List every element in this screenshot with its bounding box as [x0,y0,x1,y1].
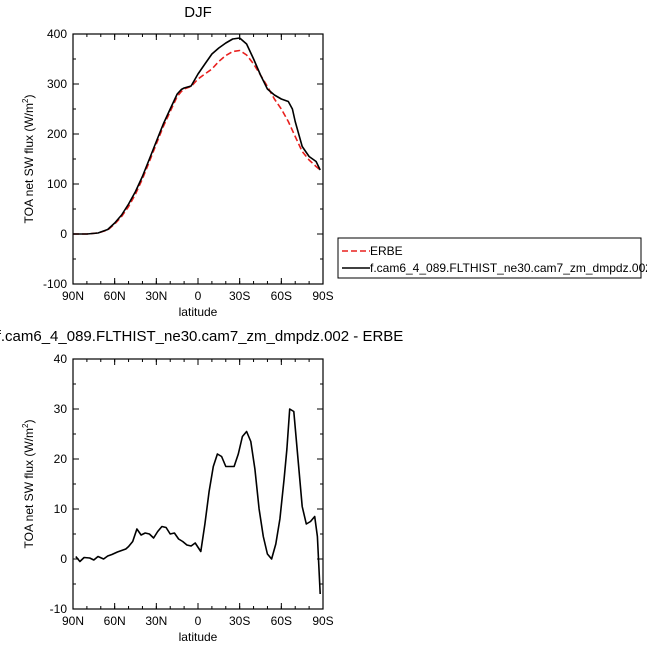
x-axis-label: latitude [179,305,218,319]
legend-entry: ERBE [370,244,403,258]
y-tick-label: 10 [54,502,68,516]
x-tick-label: 30S [229,289,250,303]
series-line-f-cam6-4-089-flthist-ne30-cam7-zm-dmpdz-002 [73,37,321,235]
x-tick-label: 30N [145,614,167,628]
plot-frame [72,33,324,285]
y-tick-label: 0 [60,227,67,241]
x-tick-label: 90S [312,614,333,628]
y-tick-label: -100 [43,277,67,291]
x-tick-label: 90N [62,289,84,303]
legend-box [337,237,642,279]
chart-title: f.cam6_4_089.FLTHIST_ne30.cam7_zm_dmpdz.… [0,328,403,345]
x-tick-label: 60N [104,614,126,628]
legend-entry: f.cam6_4_089.FLTHIST_ne30.cam7_zm_dmpdz.… [370,261,647,275]
x-tick-label: 60N [104,289,126,303]
y-tick-label: 20 [54,452,68,466]
lower-chart-difference: f.cam6_4_089.FLTHIST_ne30.cam7_zm_dmpdz.… [0,328,403,644]
y-tick-label: 0 [60,552,67,566]
y-tick-label: 400 [47,27,67,41]
plot-frame [72,358,324,610]
y-tick-label: 200 [47,127,67,141]
x-tick-label: 60S [271,614,292,628]
x-tick-label: 90S [312,289,333,303]
y-tick-label: 300 [47,77,67,91]
y-axis-label: TOA net SW flux (W/m2) [21,95,36,224]
y-tick-label: -10 [50,602,68,616]
x-axis-label: latitude [179,630,218,644]
x-tick-label: 30N [145,289,167,303]
x-tick-label: 0 [195,614,202,628]
y-tick-label: 40 [54,352,68,366]
y-tick-label: 30 [54,402,68,416]
series-line-difference [75,408,321,595]
x-tick-label: 0 [195,289,202,303]
upper-chart-djf: DJF 90N 60N 30N 0 30S 60S 90S -100 0 100 200 300 400 l… [21,4,647,319]
x-tick-label: 30S [229,614,250,628]
y-tick-label: 100 [47,177,67,191]
y-axis-label: TOA net SW flux (W/m2) [21,420,36,549]
x-tick-label: 90N [62,614,84,628]
chart-title: DJF [184,4,212,21]
series-line-erbe [73,49,321,235]
x-tick-label: 60S [271,289,292,303]
